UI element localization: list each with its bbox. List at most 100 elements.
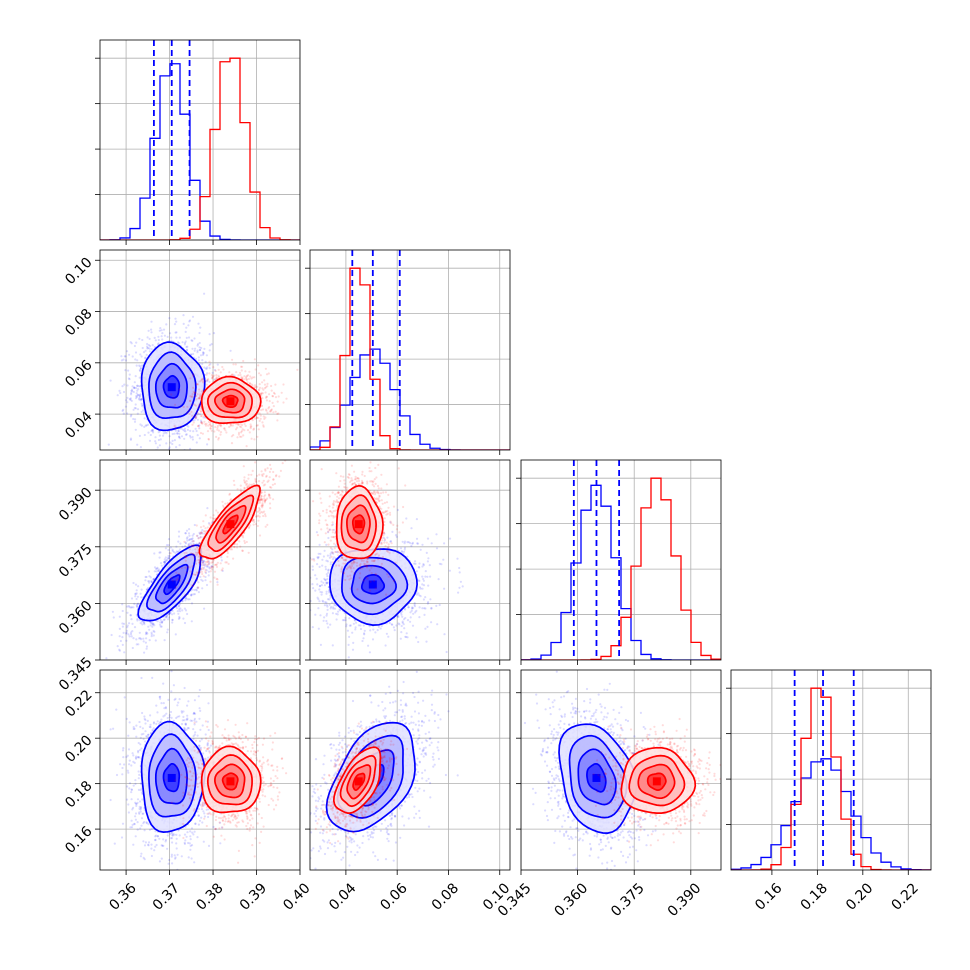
scatter-point	[251, 376, 254, 379]
scatter-point	[171, 618, 174, 622]
scatter-point	[201, 390, 204, 393]
scatter-point	[144, 424, 147, 427]
scatter-point	[145, 631, 148, 634]
panel-p1-p1	[100, 40, 300, 240]
contour-blue	[154, 362, 188, 409]
scatter-point	[132, 408, 135, 411]
scatter-point	[242, 434, 245, 437]
scatter-point	[215, 376, 218, 379]
scatter-point	[211, 568, 214, 571]
scatter-point	[139, 592, 142, 595]
scatter-point	[153, 345, 156, 349]
scatter-point	[205, 383, 208, 386]
scatter-point	[196, 343, 200, 346]
scatter-point	[200, 378, 203, 382]
scatter-point	[140, 638, 143, 641]
scatter-point	[133, 344, 136, 348]
scatter-point	[237, 431, 241, 434]
scatter-point	[190, 602, 194, 605]
scatter-point	[196, 413, 199, 416]
scatter-point	[139, 622, 142, 625]
scatter-point	[185, 529, 189, 532]
scatter-point	[208, 380, 211, 383]
scatter-point	[270, 384, 273, 388]
scatter-point	[177, 612, 180, 615]
scatter-point	[145, 637, 148, 640]
scatter-point	[138, 434, 141, 437]
scatter-point	[129, 415, 132, 418]
scatter-point	[192, 593, 195, 596]
scatter-point	[171, 549, 174, 553]
scatter-point	[248, 431, 251, 434]
scatter-point	[177, 430, 180, 433]
scatter-point	[262, 415, 265, 418]
scatter-point	[243, 487, 246, 490]
scatter-point	[274, 396, 278, 399]
scatter-point	[193, 556, 196, 559]
scatter-point	[192, 553, 195, 556]
scatter-point	[170, 339, 173, 342]
scatter-point	[135, 364, 138, 367]
scatter-point	[213, 576, 216, 579]
contour-blue	[140, 341, 206, 432]
scatter-point	[202, 520, 205, 523]
scatter-point	[258, 388, 261, 391]
scatter-point	[209, 427, 212, 430]
scatter-point	[201, 579, 204, 583]
scatter-point	[264, 367, 267, 370]
scatter-point	[120, 660, 122, 662]
scatter-point	[130, 597, 134, 600]
scatter-point	[144, 349, 147, 352]
scatter-point	[185, 597, 188, 600]
scatter-point	[261, 473, 264, 476]
scatter-point	[254, 477, 257, 480]
scatter-point	[196, 351, 199, 354]
scatter-point	[263, 383, 267, 386]
scatter-point	[263, 497, 266, 500]
scatter-point	[226, 502, 229, 505]
scatter-point	[177, 530, 181, 533]
scatter-point	[142, 640, 145, 643]
scatter-point	[146, 345, 149, 348]
scatter-point	[200, 414, 203, 417]
scatter-point	[112, 616, 115, 619]
scatter-point	[163, 561, 166, 564]
scatter-point	[193, 523, 196, 527]
scatter-point	[197, 425, 200, 428]
scatter-point	[221, 500, 224, 503]
scatter-point	[244, 481, 247, 484]
scatter-point	[239, 489, 243, 493]
scatter-point	[189, 464, 191, 466]
scatter-point	[202, 351, 205, 354]
scatter-point	[266, 382, 269, 385]
scatter-point	[260, 404, 263, 408]
scatter-point	[130, 618, 133, 621]
scatter-point	[130, 391, 133, 395]
scatter-point	[167, 538, 171, 541]
scatter-point	[265, 395, 268, 398]
scatter-point	[171, 618, 174, 622]
scatter-point	[209, 344, 212, 347]
scatter-point	[187, 336, 191, 339]
scatter-point	[234, 363, 237, 366]
scatter-point	[201, 389, 204, 392]
scatter-point	[141, 346, 144, 350]
scatter-point	[178, 435, 181, 438]
scatter-point	[123, 651, 126, 654]
scatter-point	[187, 598, 190, 601]
scatter-point	[152, 623, 155, 626]
scatter-point	[209, 427, 212, 430]
scatter-point	[244, 376, 248, 380]
scatter-point	[194, 404, 198, 407]
scatter-point	[153, 566, 157, 569]
scatter-point	[150, 580, 153, 584]
scatter-point	[199, 407, 202, 410]
scatter-point	[194, 416, 197, 419]
scatter-point	[148, 575, 151, 578]
scatter-point	[248, 370, 251, 373]
scatter-point	[132, 417, 135, 421]
scatter-point	[216, 424, 219, 428]
scatter-point	[207, 570, 210, 573]
scatter-point	[229, 349, 232, 352]
scatter-point	[136, 605, 139, 608]
